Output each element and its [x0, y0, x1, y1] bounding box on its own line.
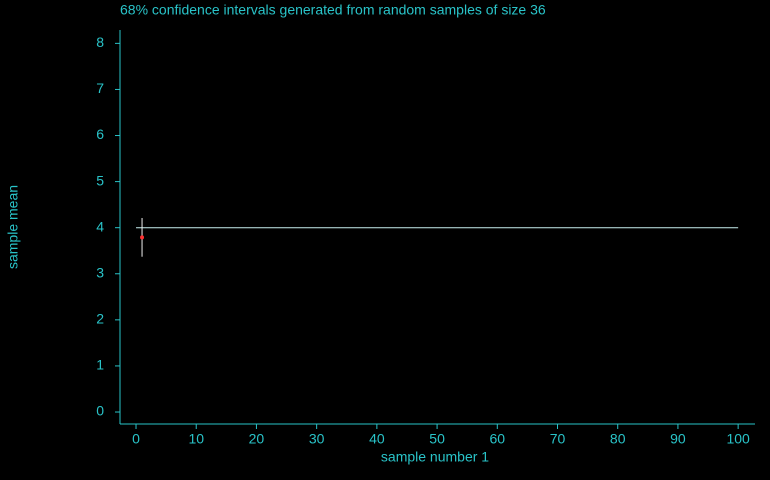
x-axis-label: sample number 1 — [381, 449, 489, 465]
chart-title: 68% confidence intervals generated from … — [120, 2, 546, 18]
y-tick-label: 3 — [96, 264, 104, 280]
y-tick-label: 4 — [96, 218, 104, 234]
y-tick-label: 7 — [96, 80, 104, 96]
x-tick-label: 10 — [188, 431, 204, 447]
x-tick-label: 80 — [610, 431, 626, 447]
y-tick-label: 2 — [96, 311, 104, 327]
x-tick-label: 40 — [369, 431, 385, 447]
x-tick-label: 50 — [429, 431, 445, 447]
y-tick-label: 8 — [96, 34, 104, 50]
x-tick-label: 30 — [309, 431, 325, 447]
sample-mean-point — [140, 235, 145, 240]
x-tick-label: 0 — [132, 431, 140, 447]
x-tick-label: 20 — [249, 431, 265, 447]
y-tick-label: 0 — [96, 403, 104, 419]
y-axis-label: sample mean — [5, 185, 21, 269]
y-tick-label: 5 — [96, 172, 104, 188]
y-tick-label: 1 — [96, 357, 104, 373]
x-tick-label: 60 — [490, 431, 506, 447]
x-tick-label: 90 — [670, 431, 686, 447]
y-tick-label: 6 — [96, 126, 104, 142]
x-tick-label: 70 — [550, 431, 566, 447]
x-tick-label: 100 — [726, 431, 750, 447]
